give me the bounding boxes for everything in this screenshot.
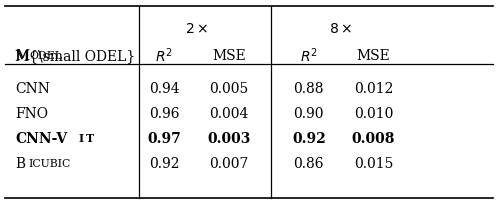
Text: 0.007: 0.007 (209, 157, 249, 171)
Text: 0.96: 0.96 (149, 107, 180, 121)
Text: I: I (79, 134, 84, 144)
Text: 0.92: 0.92 (149, 157, 180, 171)
Text: MSE: MSE (212, 49, 246, 63)
Text: 0.88: 0.88 (293, 82, 324, 96)
Text: MSE: MSE (357, 49, 390, 63)
Text: ICUBIC: ICUBIC (29, 159, 71, 169)
Text: 0.004: 0.004 (209, 107, 249, 121)
Text: 0.015: 0.015 (354, 157, 393, 171)
Text: $2\times$: $2\times$ (185, 22, 208, 36)
Text: $R^2$: $R^2$ (300, 47, 318, 65)
Text: 0.92: 0.92 (292, 132, 326, 146)
Text: T: T (86, 134, 94, 144)
Text: 0.90: 0.90 (293, 107, 324, 121)
Text: CNN: CNN (15, 82, 50, 96)
Text: 0.97: 0.97 (147, 132, 181, 146)
Text: FNO: FNO (15, 107, 48, 121)
Text: 0.003: 0.003 (207, 132, 251, 146)
Text: M: M (15, 49, 29, 63)
Text: $8\times$: $8\times$ (330, 22, 353, 36)
Text: 0.012: 0.012 (354, 82, 393, 96)
Text: B: B (15, 157, 25, 171)
Text: 0.008: 0.008 (352, 132, 395, 146)
Text: 0.94: 0.94 (149, 82, 180, 96)
Text: CNN-V: CNN-V (15, 132, 67, 146)
Text: M{\small ODEL}: M{\small ODEL} (15, 49, 135, 63)
Text: $R^2$: $R^2$ (155, 47, 173, 65)
Text: 0.010: 0.010 (354, 107, 393, 121)
Text: ODEL: ODEL (29, 51, 62, 61)
Text: 0.86: 0.86 (293, 157, 324, 171)
Text: 0.005: 0.005 (210, 82, 249, 96)
